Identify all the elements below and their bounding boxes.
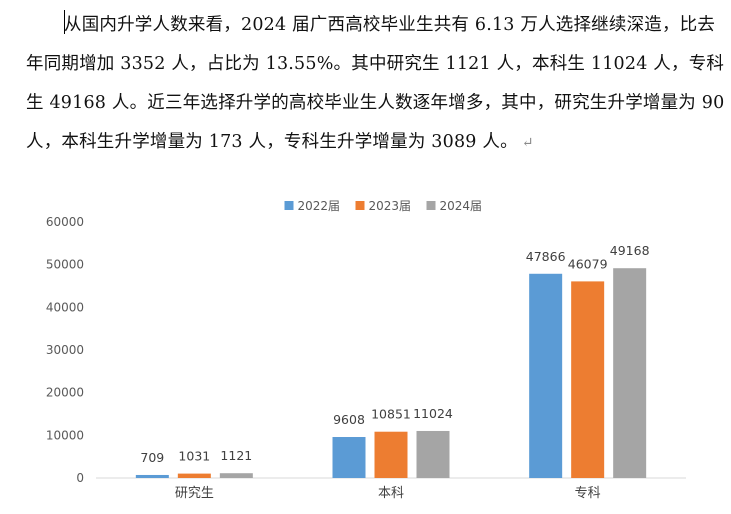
x-axis: 研究生 本科 专科 [96, 477, 686, 501]
legend-swatch [426, 201, 436, 210]
paragraph-text: 从国内升学人数来看，2024 届广西高校毕业生共有 6.13 万人选择继续深造，… [26, 15, 725, 152]
y-tick-label: 50000 [46, 258, 84, 272]
data-label: 11024 [413, 406, 453, 421]
bar [219, 473, 253, 478]
legend-swatch [355, 201, 365, 210]
bar [374, 431, 408, 478]
text-cursor [64, 10, 65, 34]
y-tick-label: 30000 [46, 343, 84, 357]
y-tick-label: 40000 [46, 300, 84, 314]
x-tick-label: 本科 [378, 486, 404, 501]
y-tick-label: 20000 [46, 386, 84, 400]
bar [416, 430, 450, 478]
data-label: 46079 [568, 256, 608, 271]
legend-entry: 2022届 [298, 199, 341, 213]
paragraph-return-mark: ↵ [521, 135, 534, 151]
data-label: 10851 [371, 407, 411, 422]
y-tick-label: 60000 [46, 215, 84, 229]
data-label: 1031 [178, 449, 210, 464]
y-tick-label: 0 [76, 471, 84, 485]
y-tick-label: 10000 [46, 428, 84, 442]
x-tick-label: 研究生 [175, 486, 214, 501]
chart-legend: 2022届 2023届 2024届 [284, 199, 483, 213]
data-label: 49168 [610, 243, 650, 258]
bar [571, 281, 605, 478]
bar [332, 437, 366, 478]
data-label: 47866 [526, 249, 566, 264]
bar [135, 474, 169, 478]
y-axis: 0 10000 20000 30000 40000 50000 60000 [46, 215, 84, 485]
data-label: 709 [140, 450, 164, 465]
data-label: 1121 [220, 448, 252, 463]
bar [613, 268, 647, 478]
legend-entry: 2023届 [369, 199, 412, 213]
legend-swatch [284, 201, 294, 210]
bar [177, 473, 211, 478]
x-tick-label: 专科 [575, 486, 601, 501]
data-label: 9608 [333, 412, 365, 427]
body-paragraph[interactable]: 从国内升学人数来看，2024 届广西高校毕业生共有 6.13 万人选择继续深造，… [26, 6, 726, 163]
legend-entry: 2024届 [440, 199, 483, 213]
bar [529, 273, 563, 478]
